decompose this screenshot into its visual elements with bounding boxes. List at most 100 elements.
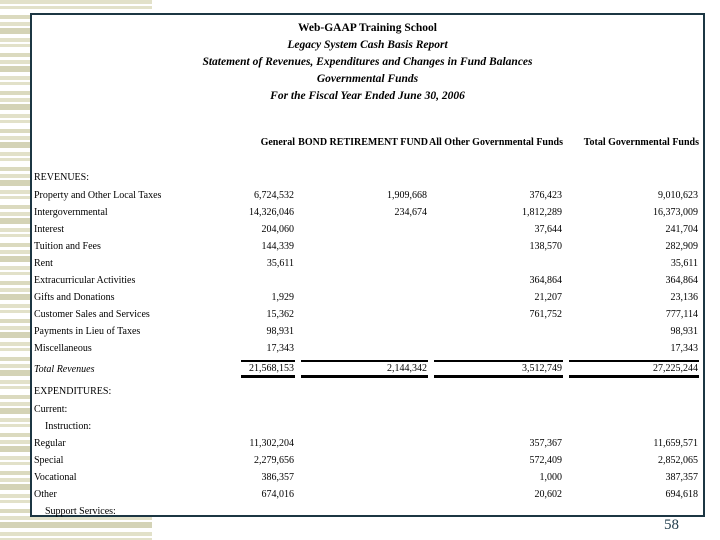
table-row: Support Services:	[34, 503, 699, 520]
cell-value: 1,929	[271, 292, 295, 303]
cell-value	[295, 167, 428, 187]
table-row: Extracurricular Activities 364,864 364,864	[34, 272, 699, 289]
cell-value: 11,659,571	[653, 438, 698, 449]
table-row: Customer Sales and Services 15,362 761,752…	[34, 306, 699, 323]
cell-value: 3,512,749	[428, 357, 563, 381]
cell-value: 357,367	[529, 438, 563, 449]
cell-value: 9,010,623	[658, 190, 698, 201]
table-row: Property and Other Local Taxes 6,724,532 1…	[34, 187, 699, 204]
cell-value: 98,931	[670, 326, 699, 337]
table-row: Gifts and Donations 1,929 21,207 23,136	[34, 289, 699, 306]
report-subtitle-system: Legacy System Cash Basis Report	[287, 39, 448, 51]
cell-value: 35,611	[670, 258, 698, 269]
cell-value	[295, 272, 428, 289]
row-label: Payments in Lieu of Taxes	[34, 326, 141, 337]
table-row: Instruction:	[34, 418, 699, 435]
cell-value: 761,752	[529, 309, 563, 320]
column-header-row: General BOND RETIREMENT FUND All Other G…	[34, 137, 699, 167]
row-label: Special	[34, 455, 64, 466]
table-row: REVENUES:	[34, 167, 699, 187]
cell-value	[235, 503, 295, 520]
cell-value	[295, 238, 428, 255]
table-row: EXPENDITURES:	[34, 381, 699, 401]
cell-value	[235, 381, 295, 401]
cell-value	[295, 452, 428, 469]
cell-value	[563, 381, 699, 401]
cell-value: 1,909,668	[387, 190, 427, 201]
cell-value: 21,568,153	[235, 357, 295, 381]
cell-value	[563, 418, 699, 435]
table-row: Current:	[34, 401, 699, 418]
report-subtitle-statement: Statement of Revenues, Expenditures and …	[202, 56, 533, 68]
cell-value	[428, 503, 563, 520]
report-header: Web-GAAP Training School Legacy System C…	[32, 15, 703, 105]
cell-value: 204,060	[261, 224, 295, 235]
cell-value	[295, 469, 428, 486]
table-row: Total Revenues 21,568,153 2,144,342 3,512,7…	[34, 357, 699, 381]
column-header-total-governmental-funds: Total Governmental Funds	[583, 137, 699, 148]
cell-value	[295, 340, 428, 357]
cell-value: 234,674	[394, 207, 428, 218]
cell-value	[563, 167, 699, 187]
cell-value: 387,357	[665, 472, 699, 483]
cell-value	[295, 381, 428, 401]
cell-value	[295, 418, 428, 435]
row-label: Tuition and Fees	[34, 241, 101, 252]
cell-value	[428, 255, 563, 272]
row-label: Miscellaneous	[34, 343, 92, 354]
cell-value: 144,339	[261, 241, 295, 252]
cell-value	[428, 340, 563, 357]
column-header-general: General	[260, 137, 295, 148]
cell-value	[295, 306, 428, 323]
row-label: Intergovernmental	[34, 207, 108, 218]
cell-value	[428, 418, 563, 435]
column-header-bond-retirement-fund: BOND RETIREMENT FUND	[298, 137, 428, 148]
cell-value	[428, 323, 563, 340]
cell-value	[235, 272, 295, 289]
cell-value	[295, 503, 428, 520]
row-label: Total Revenues	[34, 363, 95, 375]
cell-value: 37,644	[534, 224, 563, 235]
report-subtitle-period: For the Fiscal Year Ended June 30, 2006	[270, 90, 465, 102]
table-row: Intergovernmental 14,326,046 234,674 1,812,…	[34, 204, 699, 221]
cell-value	[295, 289, 428, 306]
table-row: Interest 204,060 37,644 241,704	[34, 221, 699, 238]
row-label: Extracurricular Activities	[34, 275, 136, 286]
cell-value: 386,357	[261, 472, 295, 483]
cell-value: 23,136	[670, 292, 699, 303]
table-row: Payments in Lieu of Taxes 98,931 98,931	[34, 323, 699, 340]
cell-value	[295, 323, 428, 340]
row-label: Other	[34, 489, 57, 500]
row-label: Rent	[34, 258, 53, 269]
report-title: Web-GAAP Training School	[298, 22, 437, 34]
cell-value: 572,409	[529, 455, 563, 466]
cell-value: 6,724,532	[254, 190, 294, 201]
cell-value: 1,812,289	[522, 207, 562, 218]
cell-value	[428, 381, 563, 401]
cell-value: 14,326,046	[249, 207, 294, 218]
slide-page-number: 58	[664, 517, 679, 533]
cell-value	[428, 401, 563, 418]
cell-value: 2,144,342	[295, 357, 428, 381]
table-row: Special 2,279,656 572,409 2,852,065	[34, 452, 699, 469]
column-header-all-other-governmental-funds: All Other Governmental Funds	[429, 137, 563, 148]
cell-value: 35,611	[266, 258, 294, 269]
row-label: REVENUES:	[34, 171, 89, 183]
cell-value	[295, 255, 428, 272]
cell-value: 777,114	[665, 309, 698, 320]
table-row: Rent 35,611 35,611	[34, 255, 699, 272]
cell-value: 11,302,204	[249, 438, 294, 449]
row-label: Property and Other Local Taxes	[34, 190, 162, 201]
report-table-body: REVENUES: Property and Other Local Taxes 6…	[34, 167, 699, 520]
report-table: General BOND RETIREMENT FUND All Other G…	[34, 137, 699, 520]
row-label: Vocational	[34, 472, 77, 483]
cell-value: 364,864	[665, 275, 699, 286]
row-label: Current:	[34, 404, 68, 415]
row-label: Support Services:	[45, 506, 116, 517]
cell-value: 2,852,065	[658, 455, 698, 466]
row-label: Customer Sales and Services	[34, 309, 150, 320]
cell-value: 16,373,009	[653, 207, 698, 218]
row-label: Gifts and Donations	[34, 292, 115, 303]
table-row: Vocational 386,357 1,000 387,357	[34, 469, 699, 486]
cell-value: 138,570	[529, 241, 563, 252]
